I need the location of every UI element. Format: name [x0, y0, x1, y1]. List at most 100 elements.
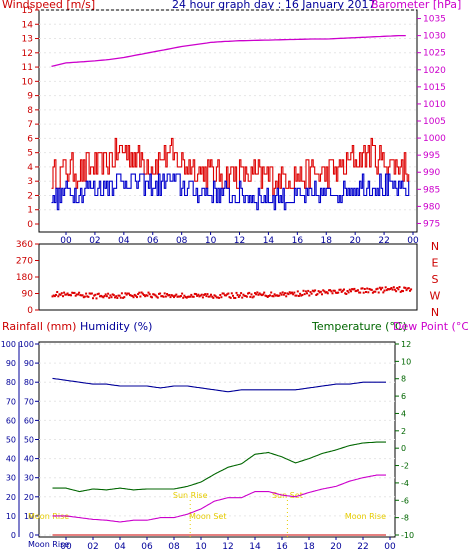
wind-direction-point — [96, 293, 99, 296]
wind-direction-point — [359, 291, 362, 294]
wind-direction-point — [112, 294, 115, 297]
wind-direction-point — [115, 295, 118, 298]
y-tick-label: 985 — [423, 185, 440, 195]
rain-tick-label: 40 — [6, 455, 16, 464]
wind-direction-point — [185, 296, 188, 299]
wind-direction-point — [302, 289, 305, 292]
wind-direction-point — [266, 296, 269, 298]
wind-direction-point — [319, 290, 322, 293]
wind-direction-point — [177, 295, 180, 298]
x-tick-label: 22 — [357, 542, 368, 552]
wind-direction-point — [225, 294, 227, 297]
wind-direction-point — [234, 297, 237, 299]
wind-direction-point — [300, 294, 303, 297]
wind-direction-point — [63, 291, 66, 294]
humidity-tick-label: 40 — [24, 455, 34, 464]
temperature-tick-label: -2 — [401, 462, 409, 471]
wind-direction-point — [103, 295, 106, 297]
wind-direction-point — [368, 288, 371, 290]
wind-direction-point — [215, 296, 218, 299]
wind-direction-point — [213, 294, 216, 297]
wind-direction-point — [247, 292, 249, 295]
wind-direction-point — [289, 292, 292, 295]
wind-direction-point — [410, 288, 413, 291]
wind-direction-point — [228, 296, 231, 299]
y-tick-label: 0 — [27, 306, 33, 316]
wind-direction-point — [193, 292, 196, 295]
wind-direction-point — [58, 293, 61, 296]
wind-direction-point — [262, 293, 265, 296]
wind-direction-point — [399, 290, 402, 293]
x-tick-label: 10 — [195, 542, 207, 552]
wind-direction-point — [86, 295, 89, 298]
temperature-tick-label: -10 — [401, 531, 414, 540]
wind-direction-point — [90, 292, 93, 295]
x-tick-label: 00 — [384, 542, 396, 552]
humidity-tick-label: 30 — [24, 474, 34, 483]
wind-direction-point — [258, 292, 261, 295]
y-tick-label: 15 — [22, 6, 33, 16]
y-tick-label: 8 — [27, 106, 33, 116]
wind-direction-point — [57, 295, 60, 298]
rain-tick-label: 70 — [6, 397, 16, 406]
wind-direction-point — [81, 294, 84, 297]
wind-direction-point — [188, 295, 190, 298]
y-tick-label: 270 — [16, 257, 33, 267]
wind-direction-point — [384, 286, 387, 289]
temperature-humidity-panel: Rainfall (mm) Humidity (%) Temperature (… — [1, 320, 468, 552]
wind-direction-point — [288, 291, 291, 294]
wind-direction-point — [307, 289, 310, 292]
wind-direction-point — [354, 290, 357, 293]
wind-direction-point — [68, 293, 71, 296]
wind-direction-point — [200, 293, 203, 296]
wind-direction-point — [189, 295, 192, 298]
rain-tick-label: 20 — [6, 493, 16, 502]
wind-direction-point — [158, 292, 160, 295]
wind-direction-point — [191, 295, 194, 298]
temperature-tick-label: -4 — [401, 479, 409, 488]
wind-direction-point — [212, 296, 215, 299]
wind-direction-point — [387, 288, 389, 291]
wind-direction-point — [87, 295, 90, 298]
wind-direction-point — [381, 286, 384, 289]
wind-direction-point — [124, 292, 127, 295]
wind-direction-point — [391, 288, 394, 291]
wind-direction-point — [60, 292, 63, 295]
wind-direction-point — [400, 289, 403, 292]
gust-line — [51, 137, 410, 197]
wind-direction-point — [392, 286, 395, 289]
wind-direction-point — [166, 293, 169, 295]
wind-direction-point — [229, 296, 232, 299]
wind-direction-point — [312, 290, 315, 293]
wind-direction-point — [348, 288, 351, 291]
wind-direction-point — [146, 294, 149, 297]
wind-direction-point — [139, 295, 142, 298]
wind-direction-point — [171, 294, 174, 297]
wind-direction-point — [281, 291, 284, 294]
wind-direction-point — [240, 292, 243, 295]
wind-direction-point — [260, 294, 263, 297]
wind-direction-point — [140, 291, 143, 294]
y-tick-label: 1 — [27, 206, 33, 216]
humidity-label: Humidity (%) — [80, 320, 152, 333]
wind-direction-point — [308, 294, 311, 297]
wind-direction-point — [183, 294, 186, 297]
wind-direction-point — [362, 291, 365, 294]
wind-direction-point — [318, 291, 321, 294]
wind-direction-point — [390, 287, 393, 289]
wind-direction-point — [284, 292, 286, 295]
wind-direction-point — [355, 289, 358, 292]
y-tick-label: 90 — [22, 290, 34, 300]
wind-direction-point — [72, 292, 75, 294]
wind-direction-point — [378, 286, 381, 289]
wind-direction-point — [162, 295, 165, 298]
moonrise-label: Moon Rise — [28, 512, 69, 521]
wind-direction-point — [287, 293, 290, 296]
y-tick-label: 3 — [27, 177, 33, 187]
x-tick-label: 10 — [205, 236, 217, 246]
compass-label: E — [432, 257, 439, 270]
wind-direction-point — [238, 294, 241, 297]
x-tick-label: 20 — [330, 542, 342, 552]
wind-direction-point — [111, 293, 114, 296]
